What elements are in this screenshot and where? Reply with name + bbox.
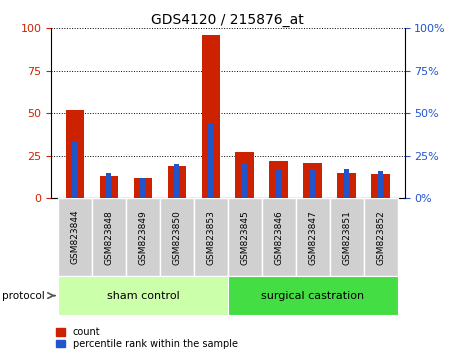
Text: GSM823851: GSM823851 (342, 210, 351, 265)
Bar (338, 173, 356, 198)
Bar (364, 198, 398, 276)
Bar (133, 178, 152, 198)
Bar (208, 124, 213, 198)
Title: GDS4120 / 215876_at: GDS4120 / 215876_at (152, 13, 304, 27)
Bar (140, 178, 146, 198)
Text: GSM823852: GSM823852 (376, 210, 385, 264)
Bar (160, 198, 194, 276)
Text: GSM823845: GSM823845 (240, 210, 249, 264)
Bar (58, 276, 228, 315)
Text: GSM823850: GSM823850 (173, 210, 181, 265)
Bar (344, 169, 349, 198)
Bar (330, 198, 364, 276)
Text: sham control: sham control (106, 291, 179, 301)
Bar (106, 173, 112, 198)
Bar (167, 166, 186, 198)
Bar (372, 175, 390, 198)
Text: protocol: protocol (2, 291, 45, 301)
Bar (310, 169, 315, 198)
Text: GSM823853: GSM823853 (206, 210, 215, 265)
Bar (194, 198, 228, 276)
Bar (228, 198, 262, 276)
Bar (66, 110, 84, 198)
Text: GSM823849: GSM823849 (139, 210, 147, 264)
Bar (378, 171, 383, 198)
Text: GSM823848: GSM823848 (105, 210, 113, 264)
Text: GSM823847: GSM823847 (308, 210, 317, 264)
Bar (270, 161, 288, 198)
Text: surgical castration: surgical castration (261, 291, 365, 301)
Bar (242, 162, 247, 198)
Bar (304, 162, 322, 198)
Bar (100, 176, 118, 198)
Bar (235, 152, 254, 198)
Bar (228, 276, 398, 315)
Bar (276, 169, 281, 198)
Bar (262, 198, 296, 276)
Text: GSM823844: GSM823844 (70, 210, 80, 264)
Bar (73, 142, 78, 198)
Bar (174, 164, 179, 198)
Bar (296, 198, 330, 276)
Bar (58, 198, 92, 276)
Bar (126, 198, 160, 276)
Text: GSM823846: GSM823846 (274, 210, 283, 264)
Bar (92, 198, 126, 276)
Legend: count, percentile rank within the sample: count, percentile rank within the sample (56, 327, 238, 349)
Bar (201, 35, 220, 198)
